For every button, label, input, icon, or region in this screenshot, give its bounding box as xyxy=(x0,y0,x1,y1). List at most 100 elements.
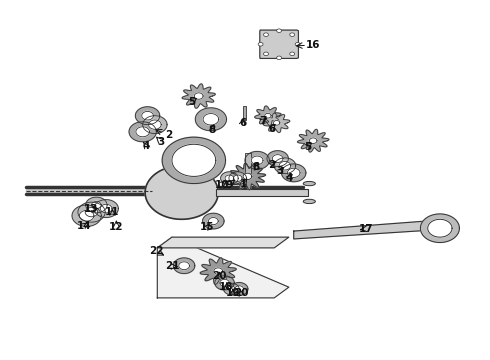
Polygon shape xyxy=(225,175,234,181)
Polygon shape xyxy=(182,84,215,108)
Polygon shape xyxy=(157,237,289,298)
Polygon shape xyxy=(203,113,219,125)
Text: 20: 20 xyxy=(212,271,227,282)
Polygon shape xyxy=(233,175,242,181)
Polygon shape xyxy=(230,283,248,296)
Polygon shape xyxy=(179,262,190,270)
Polygon shape xyxy=(265,113,271,118)
Text: 8: 8 xyxy=(209,125,216,135)
Text: 19: 19 xyxy=(225,288,240,298)
Text: 2: 2 xyxy=(268,159,275,170)
Polygon shape xyxy=(260,30,298,58)
Text: 20: 20 xyxy=(234,288,248,298)
Polygon shape xyxy=(243,173,252,180)
Polygon shape xyxy=(196,108,226,131)
Polygon shape xyxy=(223,283,239,295)
Text: 6: 6 xyxy=(268,123,275,134)
Polygon shape xyxy=(143,116,167,134)
Polygon shape xyxy=(78,202,105,222)
Polygon shape xyxy=(251,156,263,165)
Text: 4: 4 xyxy=(143,141,150,151)
Polygon shape xyxy=(420,214,460,243)
Polygon shape xyxy=(428,219,452,237)
Polygon shape xyxy=(309,138,317,144)
Text: 18: 18 xyxy=(219,282,234,292)
Polygon shape xyxy=(202,213,224,229)
Text: 12: 12 xyxy=(109,222,123,232)
Polygon shape xyxy=(129,122,156,142)
Circle shape xyxy=(295,42,300,46)
Polygon shape xyxy=(200,258,236,284)
Polygon shape xyxy=(297,129,329,152)
Polygon shape xyxy=(229,172,246,185)
Circle shape xyxy=(277,56,282,60)
Polygon shape xyxy=(85,207,98,217)
Polygon shape xyxy=(282,164,306,182)
Polygon shape xyxy=(148,120,161,129)
Circle shape xyxy=(264,52,269,56)
Text: 4: 4 xyxy=(285,173,293,183)
Polygon shape xyxy=(220,172,238,185)
Polygon shape xyxy=(267,151,288,166)
Polygon shape xyxy=(273,121,280,125)
Circle shape xyxy=(264,33,269,36)
Ellipse shape xyxy=(303,181,316,186)
Circle shape xyxy=(258,42,263,46)
Text: 8: 8 xyxy=(252,162,259,172)
Polygon shape xyxy=(235,286,244,292)
Text: 21: 21 xyxy=(165,261,179,271)
Polygon shape xyxy=(274,158,295,174)
Text: 13: 13 xyxy=(84,203,99,213)
Ellipse shape xyxy=(303,199,316,203)
Text: 9: 9 xyxy=(226,180,233,190)
Text: 11: 11 xyxy=(105,207,120,217)
Polygon shape xyxy=(272,155,283,162)
Polygon shape xyxy=(215,276,234,290)
Polygon shape xyxy=(264,113,290,132)
Text: 5: 5 xyxy=(188,97,195,107)
Polygon shape xyxy=(288,168,300,177)
Bar xyxy=(216,189,308,196)
Polygon shape xyxy=(135,107,160,125)
Polygon shape xyxy=(86,197,107,213)
Text: 10: 10 xyxy=(214,180,229,190)
Polygon shape xyxy=(94,200,118,217)
Polygon shape xyxy=(255,106,281,125)
Polygon shape xyxy=(294,219,450,239)
Polygon shape xyxy=(220,279,229,287)
Polygon shape xyxy=(245,152,270,169)
Text: 16: 16 xyxy=(306,40,320,50)
Polygon shape xyxy=(208,217,218,225)
Text: 6: 6 xyxy=(239,118,246,128)
Text: 14: 14 xyxy=(77,221,92,231)
Polygon shape xyxy=(145,166,218,219)
Polygon shape xyxy=(172,144,216,176)
Polygon shape xyxy=(162,137,225,184)
Text: 7: 7 xyxy=(259,116,266,126)
Polygon shape xyxy=(92,202,101,208)
Text: 5: 5 xyxy=(304,142,311,152)
Polygon shape xyxy=(136,127,149,137)
Polygon shape xyxy=(229,163,266,190)
Text: 3: 3 xyxy=(276,166,284,176)
Polygon shape xyxy=(173,258,195,274)
Text: 17: 17 xyxy=(359,224,373,234)
Circle shape xyxy=(290,33,294,36)
Text: 2: 2 xyxy=(165,130,172,140)
Text: 3: 3 xyxy=(158,137,165,147)
Circle shape xyxy=(290,52,294,56)
Polygon shape xyxy=(142,111,153,120)
Polygon shape xyxy=(227,286,235,292)
Text: 22: 22 xyxy=(149,247,164,256)
Polygon shape xyxy=(100,204,112,213)
Polygon shape xyxy=(79,210,94,221)
Bar xyxy=(245,153,251,173)
Polygon shape xyxy=(72,205,101,226)
Text: 15: 15 xyxy=(200,222,214,232)
Polygon shape xyxy=(279,161,291,170)
Text: 1: 1 xyxy=(240,179,247,189)
Polygon shape xyxy=(214,268,222,274)
Polygon shape xyxy=(195,93,203,99)
Bar xyxy=(243,107,246,120)
Polygon shape xyxy=(157,237,289,248)
